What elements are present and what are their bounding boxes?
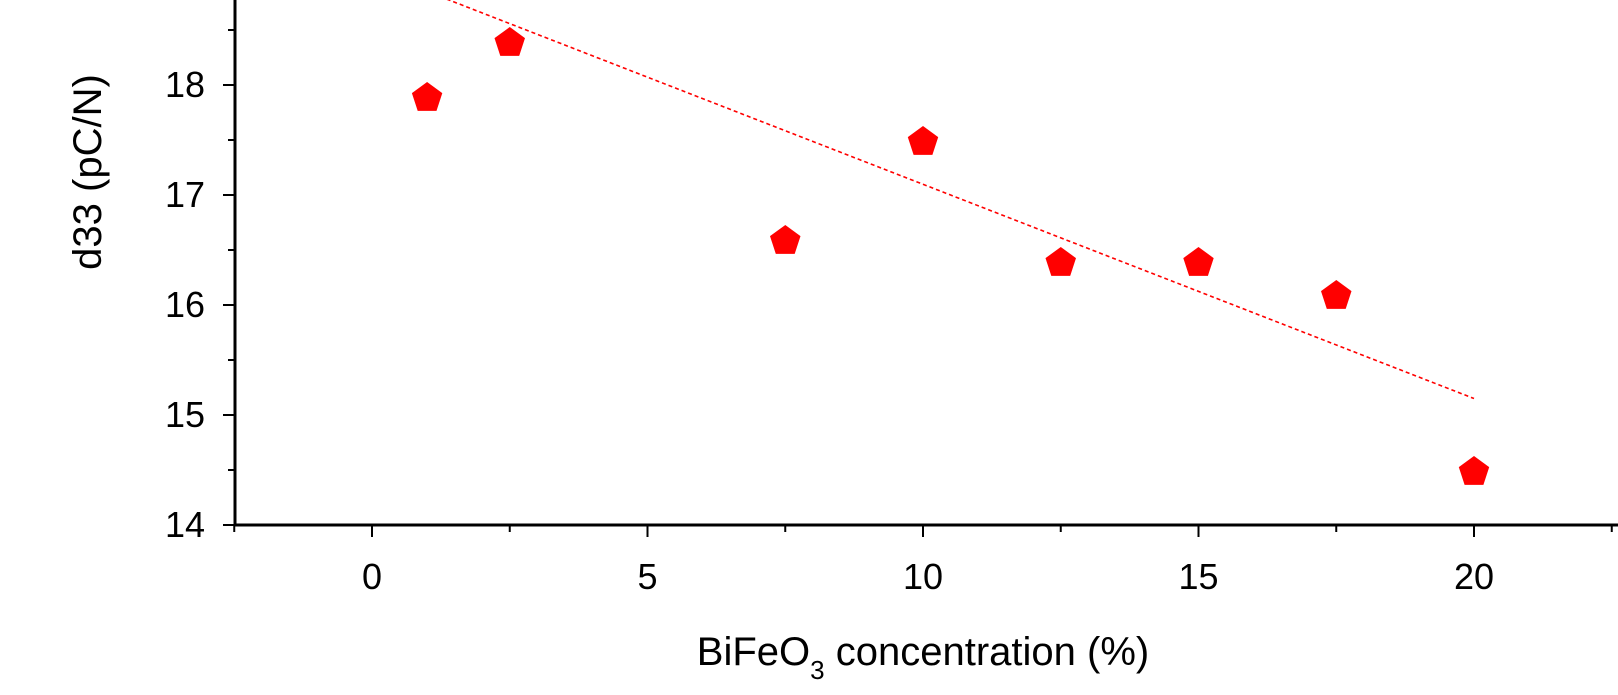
y-axis-title: d33 (pC/N) xyxy=(66,74,110,270)
ticks: 0 5 10 15 20 14 15 16 17 18 xyxy=(165,29,1613,597)
fit-line-layer xyxy=(446,0,1475,400)
x-tick-label: 20 xyxy=(1454,556,1494,597)
y-axis-title-group: d33 (pC/N) xyxy=(66,74,110,270)
y-tick-label: 16 xyxy=(165,284,205,325)
x-tick-label: 5 xyxy=(637,556,657,597)
axes xyxy=(233,0,1618,527)
y-tick-label: 15 xyxy=(165,394,205,435)
x-tick-label: 0 xyxy=(362,556,382,597)
data-point-marker xyxy=(411,82,443,111)
data-point-marker xyxy=(1183,247,1214,276)
data-point-marker xyxy=(494,27,525,56)
x-tick-label: 10 xyxy=(903,556,943,597)
y-tick-label: 14 xyxy=(165,504,205,545)
data-point-marker xyxy=(1321,280,1352,309)
data-point-marker xyxy=(1458,456,1490,485)
linear-fit-line xyxy=(446,0,1475,400)
y-tick-label: 18 xyxy=(165,64,205,105)
data-point-marker xyxy=(907,126,939,155)
data-point-marker xyxy=(770,225,801,254)
data-points xyxy=(411,27,1490,485)
data-point-marker xyxy=(1045,247,1076,276)
y-tick-label: 17 xyxy=(165,174,205,215)
x-axis-title: BiFeO3 concentration (%) xyxy=(697,630,1149,685)
x-tick-label: 15 xyxy=(1178,556,1218,597)
